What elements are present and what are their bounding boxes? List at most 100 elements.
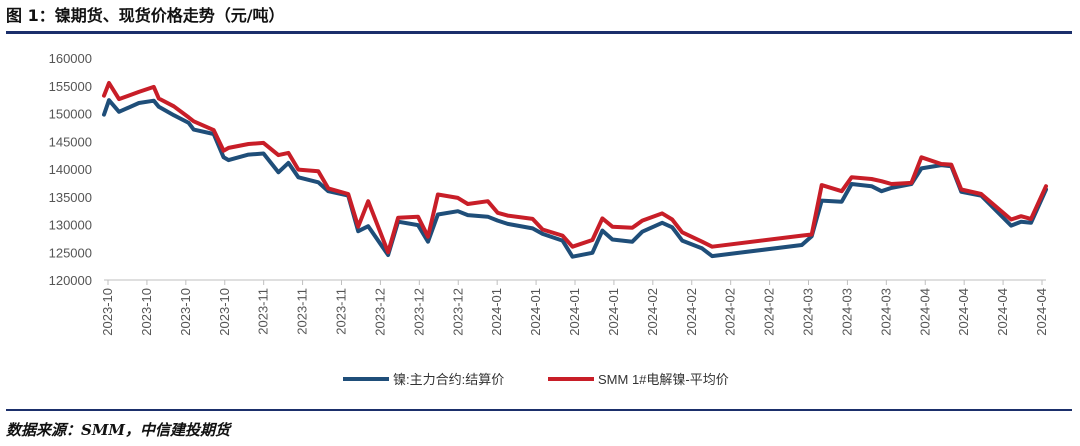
series-point-1 — [286, 151, 291, 155]
x-tick-label: 2024-03 — [801, 288, 816, 336]
y-tick-label: 160000 — [49, 51, 92, 66]
series-point-1 — [660, 211, 664, 215]
series-point-0 — [879, 189, 884, 193]
series-point-1 — [670, 217, 674, 222]
series-point-1 — [117, 97, 121, 101]
series-point-0 — [286, 161, 291, 165]
y-tick-label: 155000 — [49, 79, 92, 94]
y-tick-label: 140000 — [49, 162, 92, 177]
series-point-0 — [456, 209, 460, 213]
series-point-1 — [456, 196, 460, 200]
series-point-0 — [630, 240, 634, 244]
legend: 镍:主力合约:结算价 SMM 1#电解镍-平均价 — [343, 372, 729, 387]
x-tick-label: 2023-12 — [411, 288, 426, 336]
series-point-0 — [610, 237, 614, 242]
series-point-0 — [1019, 220, 1023, 224]
y-tick-label: 130000 — [49, 218, 92, 233]
y-tick-label: 135000 — [49, 190, 92, 205]
series-point-0 — [570, 255, 575, 259]
x-tick-label: 2023-11 — [256, 288, 271, 335]
series-point-0 — [1009, 224, 1013, 228]
series-point-1 — [426, 235, 430, 239]
x-tick-label: 2023-10 — [178, 288, 193, 336]
series-point-1 — [979, 192, 983, 196]
series-point-1 — [346, 192, 350, 196]
series-1 — [102, 81, 1048, 255]
x-tick-label: 2024-04 — [1034, 288, 1049, 336]
x-tick-label: 2024-04 — [995, 288, 1010, 336]
y-axis: 120000 125000 130000 135000 140000 145000 1500… — [49, 51, 92, 288]
series-point-0 — [919, 166, 923, 171]
series-point-0 — [531, 226, 535, 230]
series-point-1 — [316, 169, 320, 173]
series-point-0 — [710, 254, 714, 258]
series-point-1 — [506, 214, 510, 218]
series-point-1 — [590, 238, 595, 242]
series-layer — [102, 81, 1048, 259]
x-tick-label: 2024-02 — [723, 288, 738, 336]
series-point-0 — [850, 182, 854, 186]
series-point-0 — [541, 232, 545, 236]
series-point-1 — [700, 240, 704, 244]
series-point-0 — [276, 170, 281, 174]
series-point-1 — [222, 149, 226, 153]
y-tick-label: 120000 — [49, 273, 92, 288]
series-point-1 — [1019, 214, 1023, 218]
series-point-1 — [212, 128, 216, 132]
series-point-1 — [276, 153, 281, 157]
y-tick-label: 150000 — [49, 107, 92, 122]
series-point-0 — [416, 223, 420, 227]
series-point-1 — [486, 199, 490, 203]
series-point-0 — [590, 251, 595, 255]
figure-title: 图 1：镍期货、现货价格走势（元/吨） — [6, 6, 285, 25]
series-point-0 — [820, 199, 824, 203]
series-point-1 — [1009, 217, 1013, 222]
series-point-1 — [959, 187, 963, 192]
series-point-0 — [261, 151, 266, 156]
series-point-0 — [246, 152, 251, 157]
series-point-1 — [560, 234, 565, 238]
series-point-0 — [560, 238, 565, 243]
series-point-1 — [1044, 184, 1048, 188]
x-tick-label: 2024-02 — [684, 288, 699, 336]
series-point-0 — [386, 253, 390, 257]
nickel-price-line-chart: 120000 125000 130000 135000 140000 145000 1500… — [49, 51, 1049, 387]
x-tick-label: 2024-03 — [839, 288, 854, 336]
series-point-0 — [192, 127, 196, 132]
x-tick-label: 2024-01 — [567, 288, 582, 336]
x-tick-label: 2023-10 — [139, 288, 154, 336]
series-point-1 — [840, 189, 844, 193]
x-axis: 2023-10 2023-10 2023-10 2023-10 2023-11 2023-… — [100, 279, 1049, 336]
series-point-0 — [680, 238, 684, 243]
series-point-1 — [466, 202, 470, 206]
series-point-0 — [640, 230, 644, 234]
series-point-0 — [496, 219, 500, 223]
series-point-0 — [660, 221, 664, 225]
series-point-0 — [137, 101, 141, 105]
series-point-1 — [102, 94, 106, 98]
series-point-1 — [187, 115, 191, 119]
series-point-1 — [326, 186, 330, 191]
series-point-1 — [949, 162, 953, 167]
x-tick-label: 2024-04 — [917, 288, 932, 336]
series-point-0 — [356, 229, 360, 233]
series-point-0 — [486, 215, 490, 219]
series-point-0 — [222, 155, 226, 159]
legend-label-1: SMM 1#电解镍-平均价 — [598, 372, 729, 387]
series-point-1 — [810, 232, 814, 237]
series-point-1 — [680, 230, 684, 234]
series-point-1 — [436, 192, 440, 197]
series-point-0 — [869, 184, 874, 188]
series-point-1 — [531, 217, 535, 221]
series-point-1 — [879, 179, 884, 183]
series-point-1 — [869, 177, 874, 181]
top-rule — [6, 31, 1072, 34]
series-point-0 — [600, 229, 605, 233]
bottom-rule — [6, 409, 1072, 411]
series-point-1 — [261, 141, 266, 145]
series-line-0 — [102, 98, 1048, 259]
series-point-0 — [316, 180, 320, 184]
x-tick-label: 2024-02 — [645, 288, 660, 336]
x-tick-label: 2024-03 — [878, 288, 893, 336]
series-point-1 — [227, 146, 231, 150]
